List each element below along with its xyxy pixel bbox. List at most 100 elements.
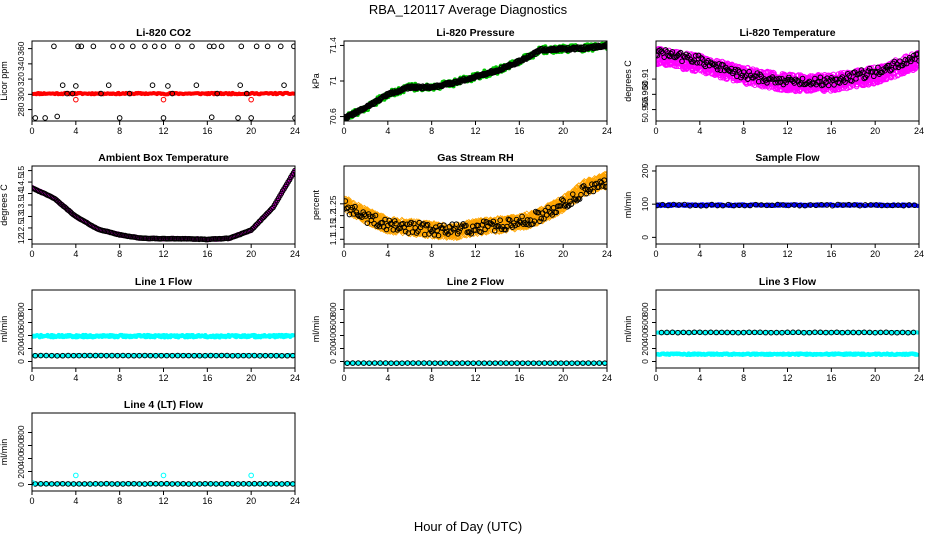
y-tick-label: 300 <box>16 87 26 101</box>
data-point <box>209 115 214 120</box>
data-point <box>249 97 254 102</box>
y-tick-label: 50.91 <box>640 68 650 90</box>
x-tick-label: 4 <box>385 126 390 136</box>
y-axis-label: degrees C <box>623 60 633 102</box>
figure-title: RBA_120117 Average Diagnostics <box>369 2 568 17</box>
data-point <box>120 44 125 49</box>
data-marks <box>30 168 298 242</box>
series-ambient-all- <box>30 169 297 243</box>
x-tick-label: 12 <box>158 126 168 136</box>
data-point <box>249 116 254 121</box>
data-point <box>60 83 65 88</box>
x-tick-label: 16 <box>514 249 524 259</box>
data-point <box>194 83 199 88</box>
y-axis-label: ml/min <box>623 192 633 219</box>
y-tick-label: 360 <box>16 41 26 55</box>
data-point <box>175 44 180 49</box>
data-marks <box>342 171 610 240</box>
x-tick-label: 4 <box>697 126 702 136</box>
data-point <box>43 116 48 121</box>
data-point <box>161 116 166 121</box>
data-point <box>238 83 243 88</box>
series-rh-avg- <box>342 178 610 238</box>
y-tick-label: 70.6 <box>328 108 338 125</box>
x-tick-label: 8 <box>429 249 434 259</box>
data-point <box>292 44 297 49</box>
x-tick-label: 16 <box>826 126 836 136</box>
x-tick-label: 24 <box>602 126 612 136</box>
x-tick-label: 8 <box>741 126 746 136</box>
data-point <box>254 44 259 49</box>
panel-title: Sample Flow <box>755 152 820 164</box>
data-marks <box>31 44 297 120</box>
data-point <box>79 44 84 49</box>
y-axis-label: percent <box>311 189 321 220</box>
data-point <box>161 44 166 49</box>
data-point <box>111 44 116 49</box>
x-tick-label: 24 <box>914 126 924 136</box>
x-tick-label: 12 <box>470 126 480 136</box>
data-marks <box>655 202 920 208</box>
data-point <box>52 44 57 49</box>
x-tick-label: 20 <box>558 249 568 259</box>
panel-temperature: Li-820 Temperature degrees C 0 4 8 12 16 20 24 50… <box>623 27 924 136</box>
data-point <box>166 84 171 89</box>
x-tick-label: 0 <box>653 126 658 136</box>
series-li-820-co2-avg- <box>33 44 297 120</box>
x-tick-label: 16 <box>202 249 212 259</box>
y-tick-label: 71 <box>328 76 338 86</box>
y-axis-label: degrees C <box>0 184 9 226</box>
series-li-820-co2-outlier- <box>74 97 254 102</box>
x-tick-label: 0 <box>29 249 34 259</box>
x-axis-label: Hour of Day (UTC) <box>414 519 522 534</box>
x-tick-label: 12 <box>470 249 480 259</box>
y-tick-label: 320 <box>16 72 26 86</box>
plot-frame <box>32 166 295 244</box>
data-point <box>236 116 241 121</box>
y-axis-label: kPa <box>311 73 321 89</box>
panel-title: Li-820 Temperature <box>739 27 835 39</box>
data-point <box>219 44 224 49</box>
plot-frame <box>32 41 295 121</box>
x-tick-label: 20 <box>246 126 256 136</box>
series-pressure-avg- <box>342 42 610 121</box>
data-point <box>239 44 244 49</box>
series-pressure-all- <box>342 42 609 123</box>
data-point <box>131 44 136 49</box>
x-tick-label: 20 <box>870 126 880 136</box>
data-marks <box>342 42 610 123</box>
data-point <box>152 44 157 49</box>
panel-title: Li-820 CO2 <box>136 27 191 39</box>
data-point <box>91 44 96 49</box>
x-tick-label: 20 <box>246 249 256 259</box>
data-point <box>74 84 79 89</box>
data-point <box>190 44 195 49</box>
x-tick-label: 20 <box>558 126 568 136</box>
x-tick-label: 8 <box>117 126 122 136</box>
y-axis-label: Licor ppm <box>0 61 9 101</box>
data-point <box>161 97 166 102</box>
x-tick-label: 12 <box>782 126 792 136</box>
x-tick-label: 16 <box>202 126 212 136</box>
data-marks <box>654 47 922 94</box>
x-tick-label: 4 <box>73 249 78 259</box>
data-point <box>33 116 38 121</box>
data-point <box>117 116 122 121</box>
panel-title: Ambient Box Temperature <box>98 152 229 164</box>
x-tick-label: 4 <box>73 126 78 136</box>
panel-title: Li-820 Pressure <box>436 27 514 39</box>
data-point <box>265 44 270 49</box>
x-tick-label: 8 <box>429 126 434 136</box>
data-point <box>106 83 111 88</box>
data-point <box>74 97 79 102</box>
x-tick-label: 8 <box>117 249 122 259</box>
y-tick-label: 280 <box>16 102 26 116</box>
data-point <box>55 114 60 119</box>
y-tick-label: 71.4 <box>328 37 338 54</box>
